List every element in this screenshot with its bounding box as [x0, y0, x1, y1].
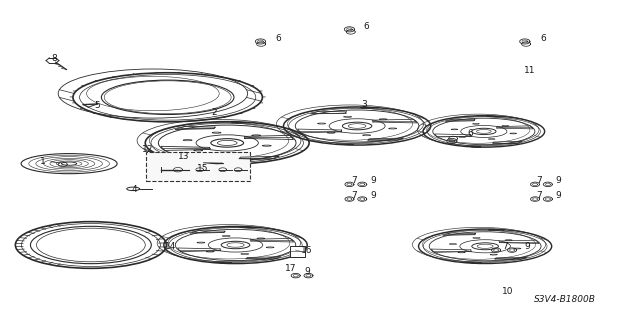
- Text: 9: 9: [370, 191, 376, 200]
- Text: 9: 9: [370, 176, 376, 185]
- Text: S3V4-B1800B: S3V4-B1800B: [534, 295, 596, 304]
- Text: 6: 6: [541, 34, 547, 43]
- Text: 7: 7: [536, 191, 542, 200]
- Text: 7: 7: [536, 176, 542, 185]
- Text: 14: 14: [165, 242, 177, 251]
- Text: 3: 3: [362, 100, 367, 109]
- Text: 9: 9: [304, 267, 310, 276]
- Text: 17: 17: [285, 264, 296, 273]
- Text: 9: 9: [556, 176, 561, 185]
- Text: 4: 4: [131, 185, 137, 194]
- Text: 10: 10: [502, 287, 514, 296]
- Text: 6: 6: [467, 129, 473, 138]
- Text: 13: 13: [178, 152, 189, 161]
- Text: 16: 16: [301, 246, 312, 255]
- Text: 6: 6: [275, 34, 281, 43]
- Text: 5: 5: [95, 101, 100, 110]
- Bar: [290, 246, 305, 257]
- Text: 8: 8: [51, 54, 57, 63]
- Text: 9: 9: [525, 242, 531, 251]
- Text: 7: 7: [351, 176, 356, 185]
- Text: 7: 7: [351, 191, 356, 200]
- Text: 2: 2: [211, 108, 217, 117]
- Text: 1: 1: [40, 157, 45, 166]
- Text: 12: 12: [142, 145, 154, 154]
- Text: 9: 9: [556, 191, 561, 200]
- Bar: [146, 152, 250, 181]
- Text: 7: 7: [502, 242, 508, 251]
- Text: 11: 11: [524, 66, 535, 75]
- Text: 6: 6: [364, 22, 369, 31]
- Text: 15: 15: [197, 164, 209, 173]
